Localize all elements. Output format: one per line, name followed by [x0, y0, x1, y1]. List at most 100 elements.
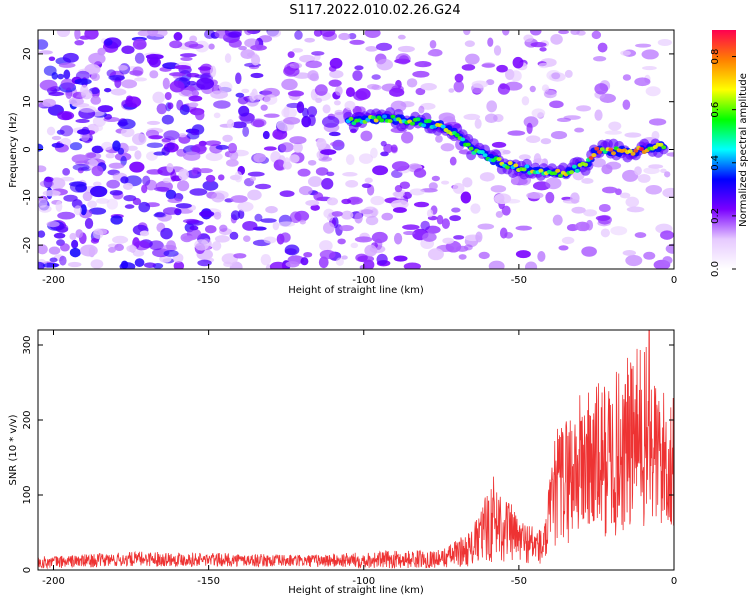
heatmap-cell [352, 70, 363, 81]
heatmap-cell [263, 113, 280, 118]
heatmap-cell [540, 138, 552, 145]
heatmap-cell [471, 80, 489, 88]
heatmap-cell [160, 227, 173, 240]
heatmap-cell [600, 228, 610, 238]
heatmap-cell [398, 55, 410, 65]
heatmap-cell [296, 101, 305, 114]
heatmap-ridge-cell [390, 114, 396, 119]
heatmap-cell [263, 146, 277, 151]
heatmap-cell [153, 151, 166, 156]
snr-series-line [38, 330, 674, 570]
heatmap-cell [133, 240, 151, 251]
heatmap-cell [281, 78, 298, 91]
heatmap-cell [364, 30, 381, 38]
heatmap-cell [479, 172, 495, 182]
heatmap-cell [161, 244, 177, 252]
heatmap-cell [173, 261, 185, 269]
heatmap-cell [199, 210, 215, 218]
heatmap-cell [88, 207, 107, 215]
heatmap-cell [523, 34, 534, 43]
heatmap-cell [114, 243, 124, 252]
heatmap-cell [348, 32, 357, 40]
heatmap-cell [48, 56, 56, 61]
heatmap-cell [465, 53, 480, 65]
heatmap-cell [156, 103, 167, 115]
heatmap-cell [284, 244, 300, 256]
heatmap-ridge-cell [513, 163, 519, 168]
heatmap-cell [79, 105, 97, 113]
heatmap-cell [202, 180, 219, 191]
heatmap-cell [429, 40, 437, 49]
heatmap-cell [132, 249, 145, 257]
heatmap-cell [197, 168, 213, 174]
heatmap-cell [665, 243, 674, 254]
heatmap-cell [117, 118, 136, 130]
heatmap-cell [281, 106, 297, 119]
heatmap-cell [123, 195, 137, 202]
heatmap-cell [418, 105, 425, 114]
heatmap-cell [167, 102, 174, 110]
heatmap-cell [149, 70, 159, 79]
heatmap-cell [132, 197, 142, 206]
heatmap-cell [289, 211, 302, 224]
x-tick-label: 0 [671, 576, 677, 587]
heatmap-cell [372, 165, 389, 176]
heatmap-cell [94, 124, 104, 132]
heatmap-cell [648, 118, 667, 126]
heatmap-cell [491, 141, 507, 148]
heatmap-cell [345, 154, 355, 166]
heatmap-cell [51, 135, 62, 141]
heatmap-cell [475, 231, 483, 243]
heatmap-ridge-cell [373, 118, 379, 123]
heatmap-cell [493, 45, 502, 56]
heatmap-cell [90, 185, 108, 198]
heatmap-cell [530, 30, 542, 36]
heatmap-cell [451, 207, 461, 213]
heatmap-cell [310, 204, 320, 211]
heatmap-cell [238, 105, 250, 117]
heatmap-cell [57, 211, 76, 220]
heatmap-cell [213, 112, 221, 119]
heatmap-cell [622, 99, 631, 110]
heatmap-cell [315, 167, 329, 176]
heatmap-cell [67, 261, 82, 268]
heatmap-cell [335, 86, 343, 96]
heatmap-cell [593, 56, 607, 62]
heatmap-cell [91, 165, 104, 177]
heatmap-cell [318, 256, 329, 269]
heatmap-cell [320, 30, 336, 38]
heatmap-cell [597, 214, 612, 225]
heatmap-cell [121, 79, 138, 89]
heatmap-cell [321, 178, 334, 190]
heatmap-cell [205, 140, 222, 146]
heatmap-cell [619, 192, 631, 199]
heatmap-cell [69, 247, 81, 258]
heatmap-cell [84, 63, 101, 75]
heatmap-cell [297, 168, 311, 177]
heatmap-cell [146, 120, 161, 125]
heatmap-ridge-cell [627, 149, 633, 154]
heatmap-cell [253, 153, 267, 163]
heatmap-cell [427, 248, 444, 261]
heatmap-cell [591, 30, 602, 40]
heatmap-cell [360, 209, 374, 215]
heatmap-cell [226, 118, 235, 129]
heatmap-cell [383, 143, 393, 154]
heatmap-cell [269, 261, 287, 269]
heatmap-cell [428, 182, 438, 190]
heatmap-ridge-cell [661, 145, 667, 150]
heatmap-cell [341, 198, 352, 205]
y-tick-label: 10 [22, 95, 33, 108]
heatmap-ridge-cell [569, 170, 575, 175]
heatmap-cell [59, 125, 74, 137]
heatmap-cell [90, 259, 104, 269]
x-tick-label: -200 [42, 576, 65, 587]
heatmap-cell [112, 140, 121, 152]
heatmap-cell [287, 51, 295, 58]
heatmap-cell [250, 44, 267, 51]
heatmap-cell [529, 85, 536, 93]
heatmap-cell [515, 225, 533, 231]
heatmap-cell [319, 249, 336, 260]
heatmap-cell [303, 251, 313, 258]
heatmap-cell [176, 99, 184, 111]
